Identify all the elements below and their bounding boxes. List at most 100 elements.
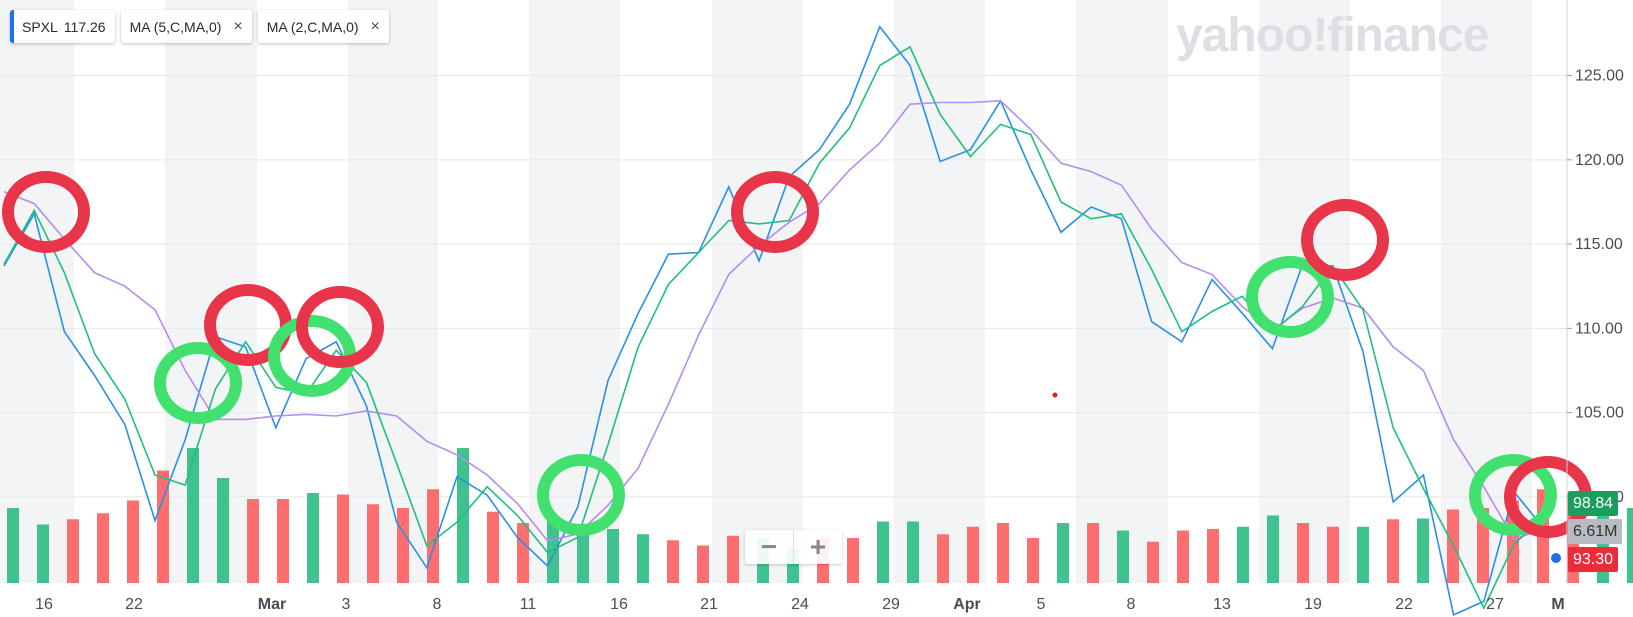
volume-bar xyxy=(157,470,169,583)
series-line xyxy=(3,45,1545,610)
volume-bar xyxy=(1087,523,1099,583)
volume-bar xyxy=(1027,538,1039,583)
volume-bar xyxy=(637,534,649,583)
volume-bar xyxy=(1627,508,1633,583)
y-tick-label: 120.00 xyxy=(1575,152,1624,169)
x-tick-label: 21 xyxy=(700,596,718,613)
red-annotation-circle xyxy=(731,171,819,253)
week-band xyxy=(348,0,438,583)
red-annotation-circle xyxy=(296,286,384,368)
volume-bar xyxy=(727,535,739,583)
week-band xyxy=(0,0,74,583)
week-band xyxy=(1441,0,1532,583)
volume-tag: 6.61M xyxy=(1568,519,1623,544)
volume-bar xyxy=(547,519,559,583)
zoom-in-button[interactable]: + xyxy=(793,530,842,564)
volume-bar xyxy=(37,524,49,583)
volume-bar xyxy=(307,493,319,583)
zoom-controls: − + xyxy=(745,530,842,564)
volume-bar xyxy=(1177,530,1189,583)
study-chip-ma5[interactable]: MA (5,C,MA,0) × xyxy=(120,10,252,43)
series-line xyxy=(3,25,1545,617)
volume-bar xyxy=(487,511,499,583)
volume-bar xyxy=(337,494,349,583)
volume-bar xyxy=(1267,515,1279,583)
y-tick-label: 105.00 xyxy=(1575,405,1624,422)
zoom-out-button[interactable]: − xyxy=(760,531,778,562)
price-lines xyxy=(3,25,1545,617)
chart-legend: SPXL 117.26 MA (5,C,MA,0) × MA (2,C,MA,0… xyxy=(10,10,389,43)
volume-bar xyxy=(1387,519,1399,583)
x-tick-label: M xyxy=(1551,596,1564,613)
x-tick-label: 24 xyxy=(791,596,809,613)
volume-bar xyxy=(7,508,19,583)
volume-bar xyxy=(1357,526,1369,583)
week-band xyxy=(1259,0,1350,583)
volume-bar xyxy=(697,545,709,583)
volume-bar xyxy=(907,521,919,583)
volume-bars xyxy=(7,448,1633,583)
green-annotation-circle xyxy=(1469,454,1557,536)
x-tick-label: 5 xyxy=(1037,596,1046,613)
volume-bar xyxy=(997,523,1009,583)
y-tick-label: 110.00 xyxy=(1575,320,1623,337)
yahoo-finance-logo: yahoo!finance xyxy=(1176,9,1489,62)
x-tick-label: 8 xyxy=(1127,596,1136,613)
x-tick-label: 22 xyxy=(1395,596,1413,613)
x-tick-label: 19 xyxy=(1304,596,1322,613)
volume-bar xyxy=(127,500,139,583)
volume-bar xyxy=(847,538,859,583)
volume-bar xyxy=(1297,523,1309,583)
x-tick-label: 22 xyxy=(125,596,143,613)
volume-bar xyxy=(1147,541,1159,583)
ticker-chip[interactable]: SPXL 117.26 xyxy=(10,10,115,43)
study-label: MA (5,C,MA,0) xyxy=(129,18,222,35)
close-icon[interactable]: × xyxy=(370,17,380,35)
green-annotation-circle xyxy=(537,454,625,536)
x-tick-label: 16 xyxy=(610,596,628,613)
volume-bar xyxy=(187,448,199,583)
week-band xyxy=(1076,0,1168,583)
volume-bar xyxy=(1237,526,1249,583)
x-tick-label: 29 xyxy=(882,596,900,613)
ma-value-tag: 98.84 xyxy=(1568,491,1619,516)
volume-bar xyxy=(1057,523,1069,583)
close-icon[interactable]: × xyxy=(233,17,243,35)
volume-bar xyxy=(277,499,289,583)
week-band xyxy=(712,0,803,583)
volume-bar xyxy=(367,504,379,583)
green-annotation-circle xyxy=(154,342,242,424)
ticker-symbol: SPXL xyxy=(22,18,58,35)
x-tick-label: Apr xyxy=(953,596,981,613)
week-band xyxy=(894,0,985,583)
red-annotation-circle xyxy=(2,171,90,253)
last-price-tag: 93.30 xyxy=(1568,547,1619,572)
volume-bar xyxy=(937,534,949,583)
red-dot-marker xyxy=(1052,392,1058,398)
volume-bar xyxy=(607,529,619,583)
x-tick-label: 27 xyxy=(1486,596,1504,613)
y-tick-label: 125.00 xyxy=(1575,68,1624,85)
study-chip-ma2[interactable]: MA (2,C,MA,0) × xyxy=(257,10,389,43)
annotation-circles xyxy=(2,171,1592,563)
green-annotation-circle xyxy=(1246,256,1334,338)
week-bands xyxy=(0,0,1532,583)
volume-bar xyxy=(1117,530,1129,583)
x-tick-label: 3 xyxy=(342,596,351,613)
x-tick-label: 11 xyxy=(520,596,537,613)
x-tick-label: 13 xyxy=(1213,596,1231,613)
red-annotation-circle xyxy=(1301,199,1389,281)
volume-bar xyxy=(397,508,409,583)
x-tick-label: 16 xyxy=(35,596,53,613)
volume-bar xyxy=(97,513,109,583)
volume-bar xyxy=(217,478,229,583)
y-tick-label: 115.00 xyxy=(1575,236,1623,253)
volume-bar xyxy=(967,526,979,583)
volume-bar xyxy=(667,540,679,583)
x-tick-label: 8 xyxy=(433,596,442,613)
study-label: MA (2,C,MA,0) xyxy=(266,18,359,35)
volume-bar xyxy=(67,519,79,583)
last-price-dot xyxy=(1551,553,1561,563)
x-axis: 16 22 Mar 3 8 11 16 21 24 29 Apr 5 8 13 19 22 27 M xyxy=(35,596,1565,613)
